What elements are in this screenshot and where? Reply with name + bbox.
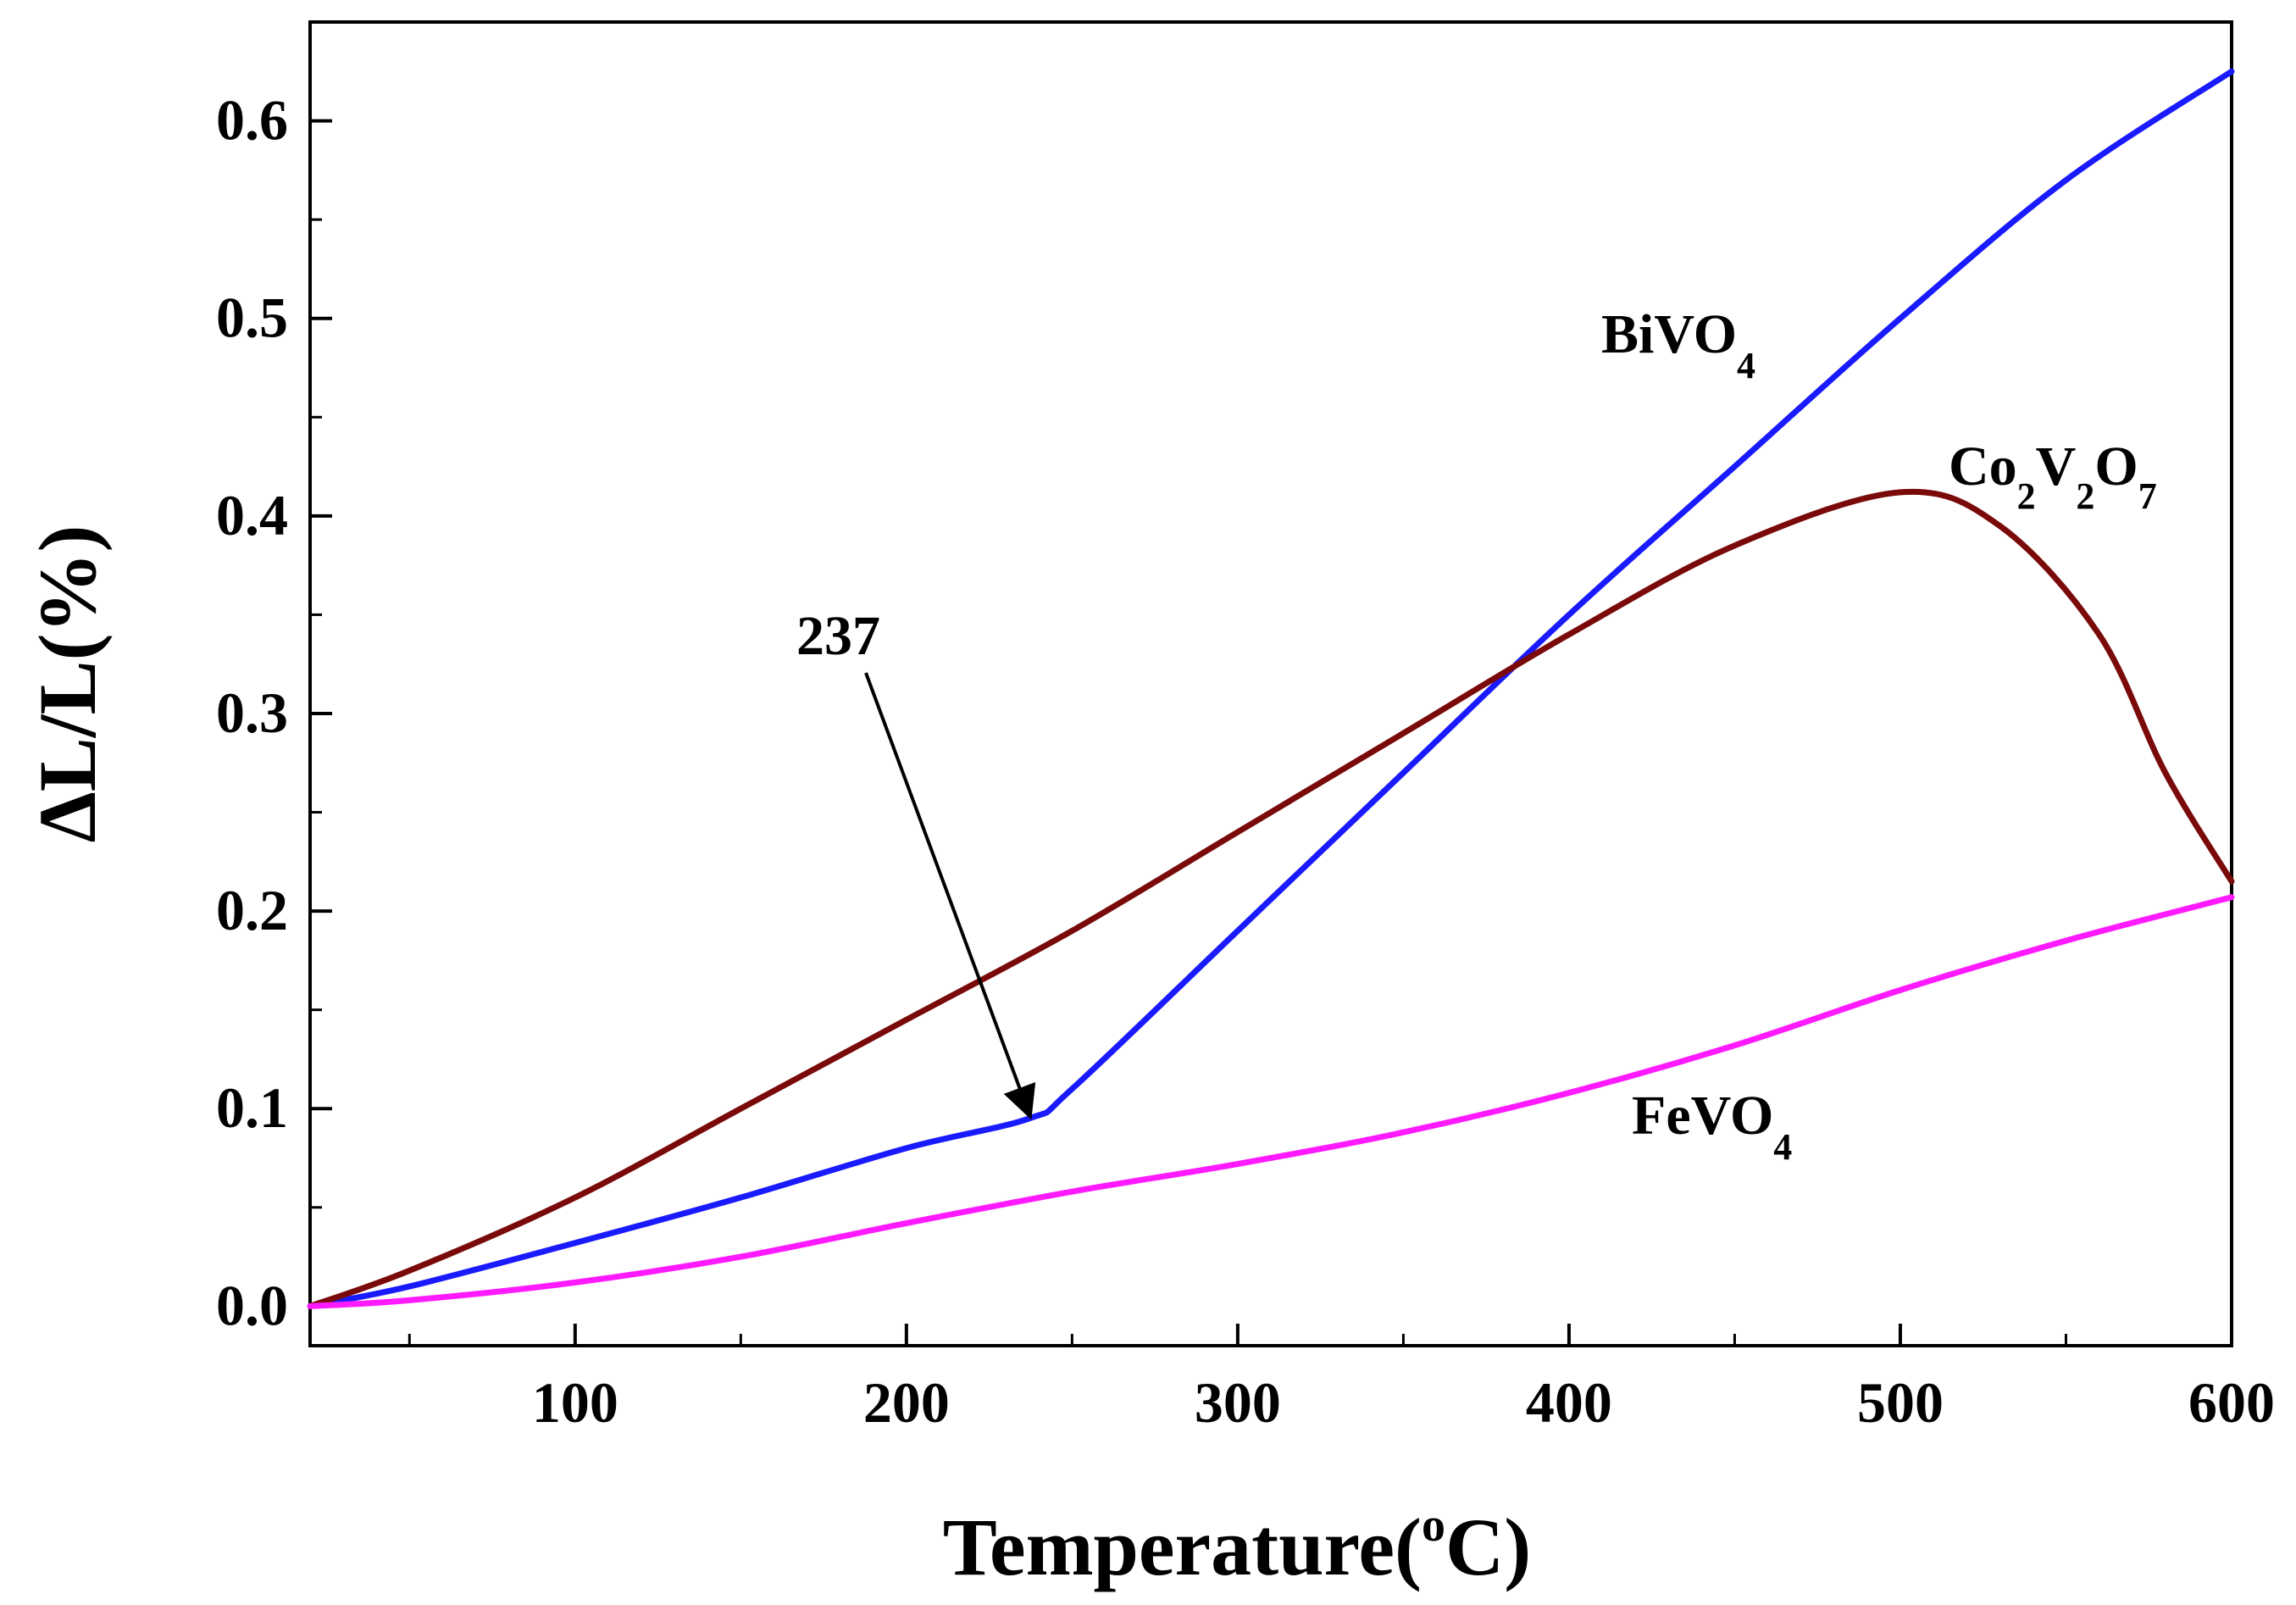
y-axis-ticks: 0.0 0.1 0.2 0.3 0.4 0.5 0.6 [216, 20, 332, 1337]
series-layer [307, 68, 2235, 1309]
x-tick-label: 100 [532, 1370, 618, 1435]
y-tick-label: 0.1 [216, 1075, 288, 1140]
series-label-fevo4: FeVO4 [1632, 1085, 1792, 1168]
x-axis-ticks: 100 200 300 400 500 600 [408, 1324, 2275, 1435]
series-line-fevo4 [307, 894, 2235, 1309]
plot-frame [308, 20, 2233, 1347]
annotation-237-label: 237 [796, 605, 880, 667]
y-tick-label: 0.6 [216, 88, 288, 153]
y-tick-label: 0.5 [216, 286, 288, 350]
x-tick-label: 500 [1857, 1370, 1944, 1435]
series-line-bivo4 [307, 68, 2235, 1309]
x-tick-label: 400 [1526, 1370, 1612, 1435]
y-tick-label: 0.4 [216, 483, 288, 547]
series-label-bivo4: BiVO4 [1601, 303, 1755, 386]
y-axis-title: ΔL/L(%) [22, 525, 113, 843]
y-tick-label: 0.2 [216, 878, 288, 942]
x-tick-label: 600 [2188, 1370, 2275, 1435]
y-tick-label: 0.0 [216, 1273, 288, 1337]
series-label-co2v2o7: Co2V2O7 [1949, 436, 2157, 517]
series-line-co2v2o7 [307, 488, 2235, 1309]
y-tick-label: 0.3 [216, 680, 288, 745]
x-tick-label: 200 [863, 1370, 950, 1435]
annotation-237-arrow [864, 672, 1036, 1120]
x-tick-label: 300 [1195, 1370, 1281, 1435]
x-axis-title: Temperature(oC) [943, 1499, 1532, 1592]
